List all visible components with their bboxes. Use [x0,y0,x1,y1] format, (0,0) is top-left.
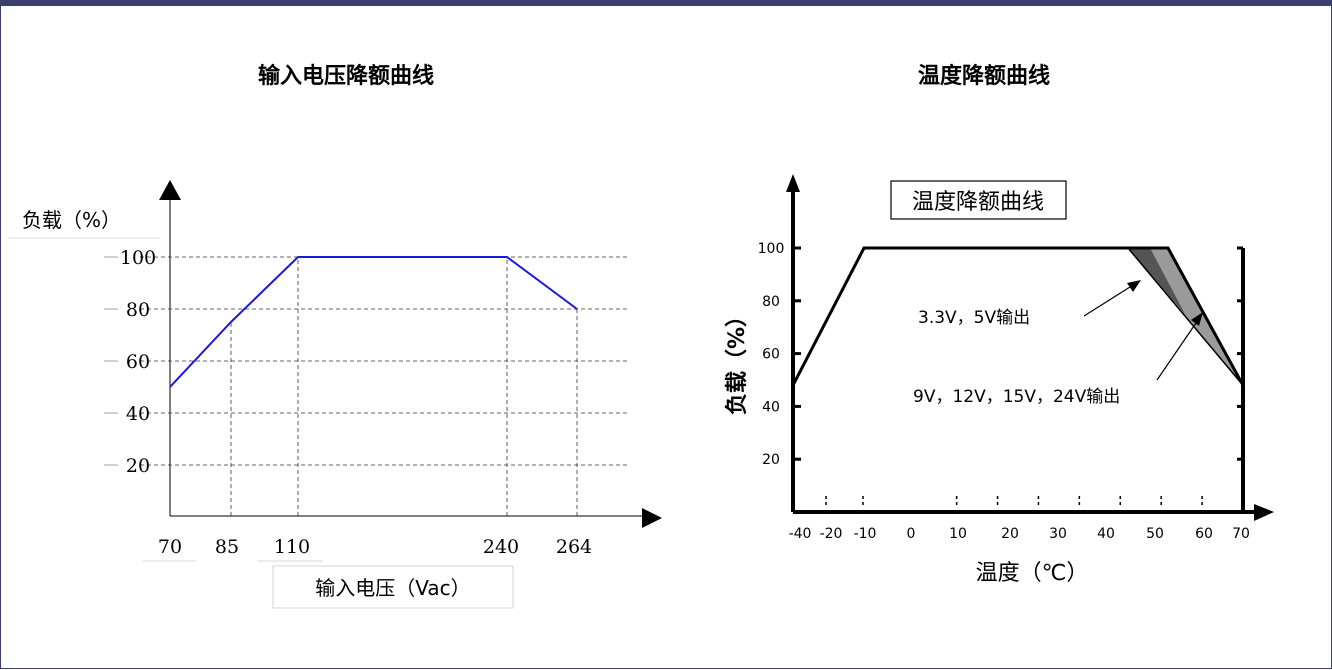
x-tick-label: 30 [1049,526,1067,542]
x-tick-label: 264 [556,536,592,558]
y-tick-label: 100 [120,247,156,269]
y-tick-label: 60 [126,351,150,373]
y-tick-label: 20 [126,455,150,477]
x-tick-label: 50 [1146,526,1164,542]
x-tick-label: 240 [483,536,519,558]
voltage-derating-title: 输入电压降额曲线 [258,64,435,89]
annotation-arrow-line [1083,286,1131,317]
xlabel-box [272,565,514,609]
inner-title-box [890,180,1067,220]
annotation-label: 9V，12V，15V，24V输出 [913,387,1120,407]
x-axis-arrow [1254,504,1274,521]
y-axis-label: 负载（%） [724,305,750,415]
annotation-arrowhead [1127,280,1141,292]
y-tick-label: 100 [758,241,785,257]
x-axis-arrow [642,508,662,528]
x-tick-label: 40 [1097,526,1115,542]
voltage-derating-chart: 100 80 60 40 20 70 85 110 240 264 负载（%） 输入电压（Vac） [8,180,662,609]
x-tick-label: -20 [820,526,843,542]
y-axis-label: 负载（%） [22,208,121,232]
y-axis-arrow [159,180,181,200]
x-tick-label: 70 [158,536,182,558]
annotation-label: 3.3V，5V输出 [918,308,1030,328]
x-tick-label: 10 [949,526,967,542]
temperature-derating-chart: 100 80 60 40 20 -40 -20 -10 0 10 20 30 40 50 60 70 温度降额曲… [724,174,1274,586]
x-tick-label: -10 [854,526,877,542]
y-tick-label: 80 [762,294,780,310]
top-border-bar [0,0,1332,6]
x-tick-label: 85 [215,536,239,558]
derating-curve [169,256,578,388]
derating-curve-alt [1127,247,1244,386]
y-tick-label: 40 [762,399,780,415]
x-tick-label: 110 [274,536,310,558]
x-tick-label: 60 [1195,526,1213,542]
x-tick-label: 0 [907,526,916,542]
temperature-derating-title: 温度降额曲线 [918,64,1051,89]
x-tick-label: 20 [1001,526,1019,542]
x-axis-label: 输入电压（Vac） [315,576,470,600]
y-tick-label: 40 [126,403,150,425]
annotation-arrow-line [1156,322,1197,381]
x-tick-label: -40 [789,526,812,542]
x-tick-label: 70 [1232,526,1250,542]
x-axis-label: 温度（℃） [976,561,1089,586]
y-tick-label: 60 [762,347,780,363]
y-tick-label: 80 [126,299,150,321]
y-tick-label: 20 [762,452,780,468]
y-axis-arrow [786,174,800,192]
derating-curve-main [791,246,1245,386]
annotation-arrowhead [1191,312,1203,326]
inner-chart-title: 温度降额曲线 [912,190,1044,215]
